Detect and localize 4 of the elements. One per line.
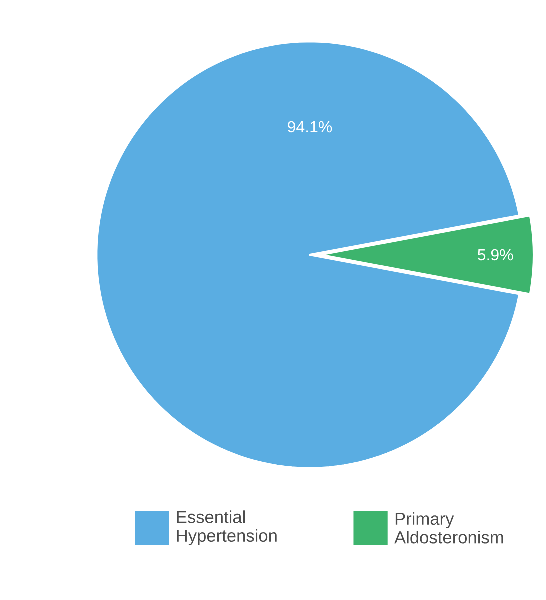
data-label: 5.9%: [478, 249, 514, 261]
data-label: 94.1%: [288, 121, 332, 133]
legend-label: Primary Aldosteronism: [394, 512, 504, 544]
legend-label: Essential Hypertension: [177, 510, 277, 546]
